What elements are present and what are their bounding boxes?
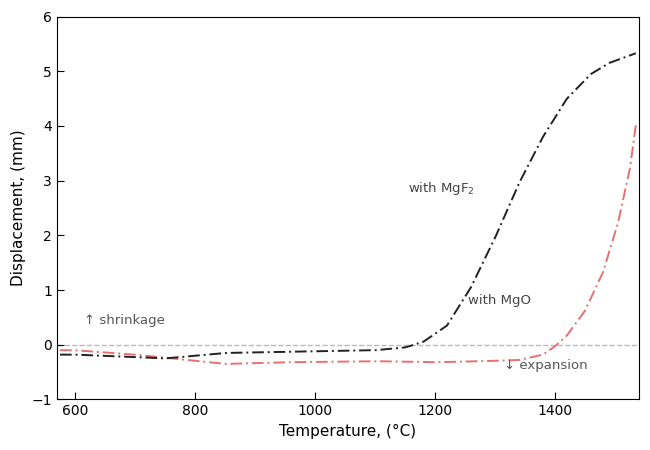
Text: ↑ shrinkage: ↑ shrinkage xyxy=(84,314,165,327)
Text: with MgO: with MgO xyxy=(468,294,531,307)
Y-axis label: Displacement, (mm): Displacement, (mm) xyxy=(11,130,26,286)
Text: with MgF$_2$: with MgF$_2$ xyxy=(408,180,474,197)
X-axis label: Temperature, (°C): Temperature, (°C) xyxy=(280,424,417,439)
Text: ↓ expansion: ↓ expansion xyxy=(504,360,588,373)
